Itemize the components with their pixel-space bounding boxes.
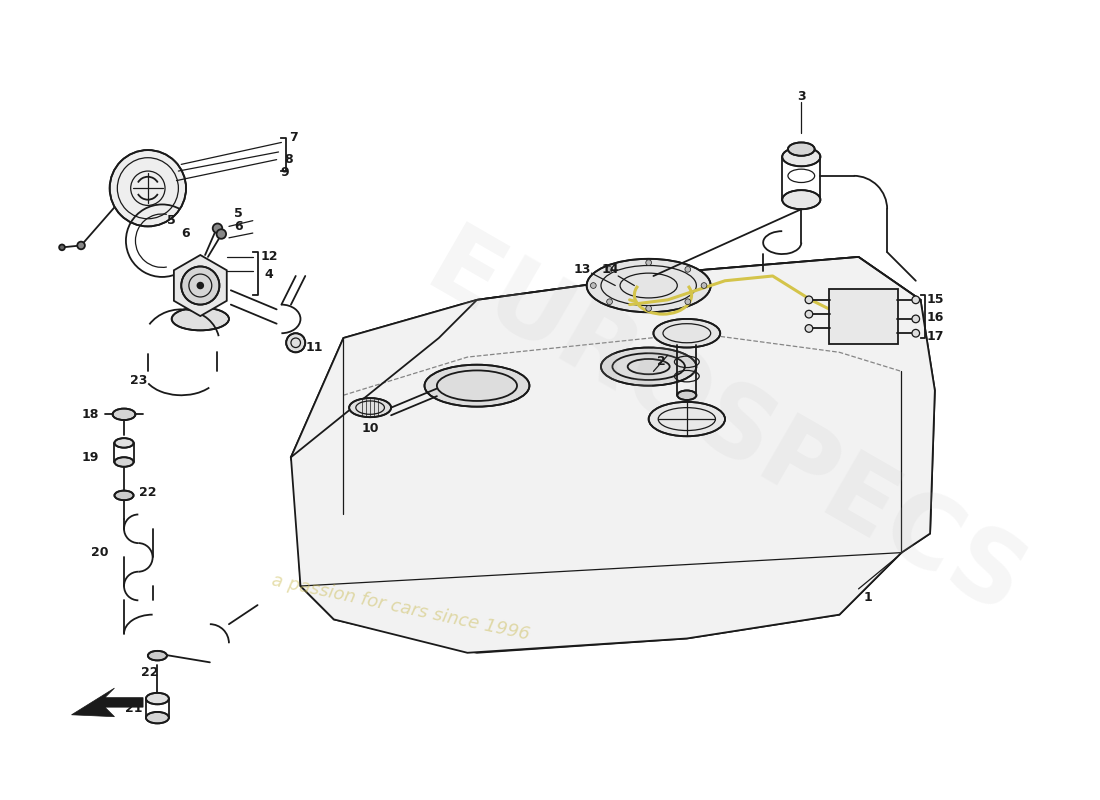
Text: 15: 15	[926, 294, 944, 306]
Polygon shape	[290, 257, 935, 653]
Circle shape	[701, 282, 707, 288]
Circle shape	[912, 330, 920, 337]
Text: 13: 13	[573, 263, 591, 276]
Text: a passion for cars since 1996: a passion for cars since 1996	[270, 572, 531, 644]
Text: 12: 12	[261, 250, 278, 263]
Polygon shape	[72, 688, 143, 717]
Circle shape	[912, 315, 920, 322]
Text: 17: 17	[926, 330, 944, 342]
Text: 11: 11	[306, 341, 323, 354]
Polygon shape	[174, 255, 227, 316]
Polygon shape	[290, 257, 921, 476]
Ellipse shape	[653, 319, 720, 347]
Ellipse shape	[114, 438, 133, 448]
Ellipse shape	[349, 398, 392, 417]
Ellipse shape	[146, 712, 168, 723]
Ellipse shape	[147, 651, 167, 661]
Ellipse shape	[112, 409, 135, 420]
Ellipse shape	[586, 259, 711, 312]
Text: 10: 10	[362, 422, 378, 435]
Circle shape	[217, 230, 227, 238]
Circle shape	[77, 242, 85, 250]
Circle shape	[212, 223, 222, 233]
Circle shape	[607, 266, 613, 272]
Text: 19: 19	[81, 450, 99, 464]
Text: EUROSPECS: EUROSPECS	[409, 218, 1041, 638]
Ellipse shape	[678, 390, 696, 400]
Text: 22: 22	[139, 486, 156, 499]
Ellipse shape	[172, 307, 229, 330]
Circle shape	[59, 245, 65, 250]
Text: 1: 1	[864, 591, 872, 604]
Circle shape	[685, 299, 691, 305]
Ellipse shape	[114, 490, 133, 500]
Circle shape	[646, 260, 651, 266]
Circle shape	[286, 334, 306, 352]
Text: 5: 5	[167, 214, 176, 227]
Ellipse shape	[649, 402, 725, 436]
Text: 6: 6	[182, 226, 190, 239]
Ellipse shape	[114, 458, 133, 466]
Text: 21: 21	[124, 702, 142, 714]
Circle shape	[607, 299, 613, 305]
Circle shape	[182, 266, 219, 305]
Circle shape	[646, 306, 651, 311]
Text: 3: 3	[798, 90, 805, 103]
Ellipse shape	[601, 347, 696, 386]
Text: 23: 23	[130, 374, 147, 387]
Ellipse shape	[146, 693, 168, 704]
Circle shape	[591, 282, 596, 288]
Circle shape	[805, 296, 813, 304]
Circle shape	[912, 296, 920, 304]
Text: 20: 20	[91, 546, 109, 559]
Text: 16: 16	[926, 310, 944, 323]
Text: 5: 5	[234, 207, 243, 221]
Text: 4: 4	[265, 267, 274, 281]
Text: 22: 22	[141, 666, 158, 679]
Text: 6: 6	[234, 220, 243, 233]
Text: 18: 18	[81, 408, 99, 421]
Circle shape	[805, 325, 813, 332]
Polygon shape	[902, 300, 935, 553]
FancyBboxPatch shape	[829, 290, 898, 344]
Circle shape	[685, 266, 691, 272]
Ellipse shape	[425, 365, 529, 406]
Circle shape	[805, 310, 813, 318]
Polygon shape	[290, 395, 343, 619]
Circle shape	[198, 282, 204, 288]
Ellipse shape	[788, 142, 815, 156]
Circle shape	[110, 150, 186, 226]
Ellipse shape	[782, 147, 821, 166]
Text: 8: 8	[285, 153, 294, 166]
Text: 7: 7	[289, 131, 298, 144]
Text: 14: 14	[602, 263, 619, 276]
Text: 9: 9	[280, 166, 288, 179]
Text: 2: 2	[657, 355, 665, 368]
Ellipse shape	[782, 190, 821, 210]
Polygon shape	[334, 334, 902, 653]
